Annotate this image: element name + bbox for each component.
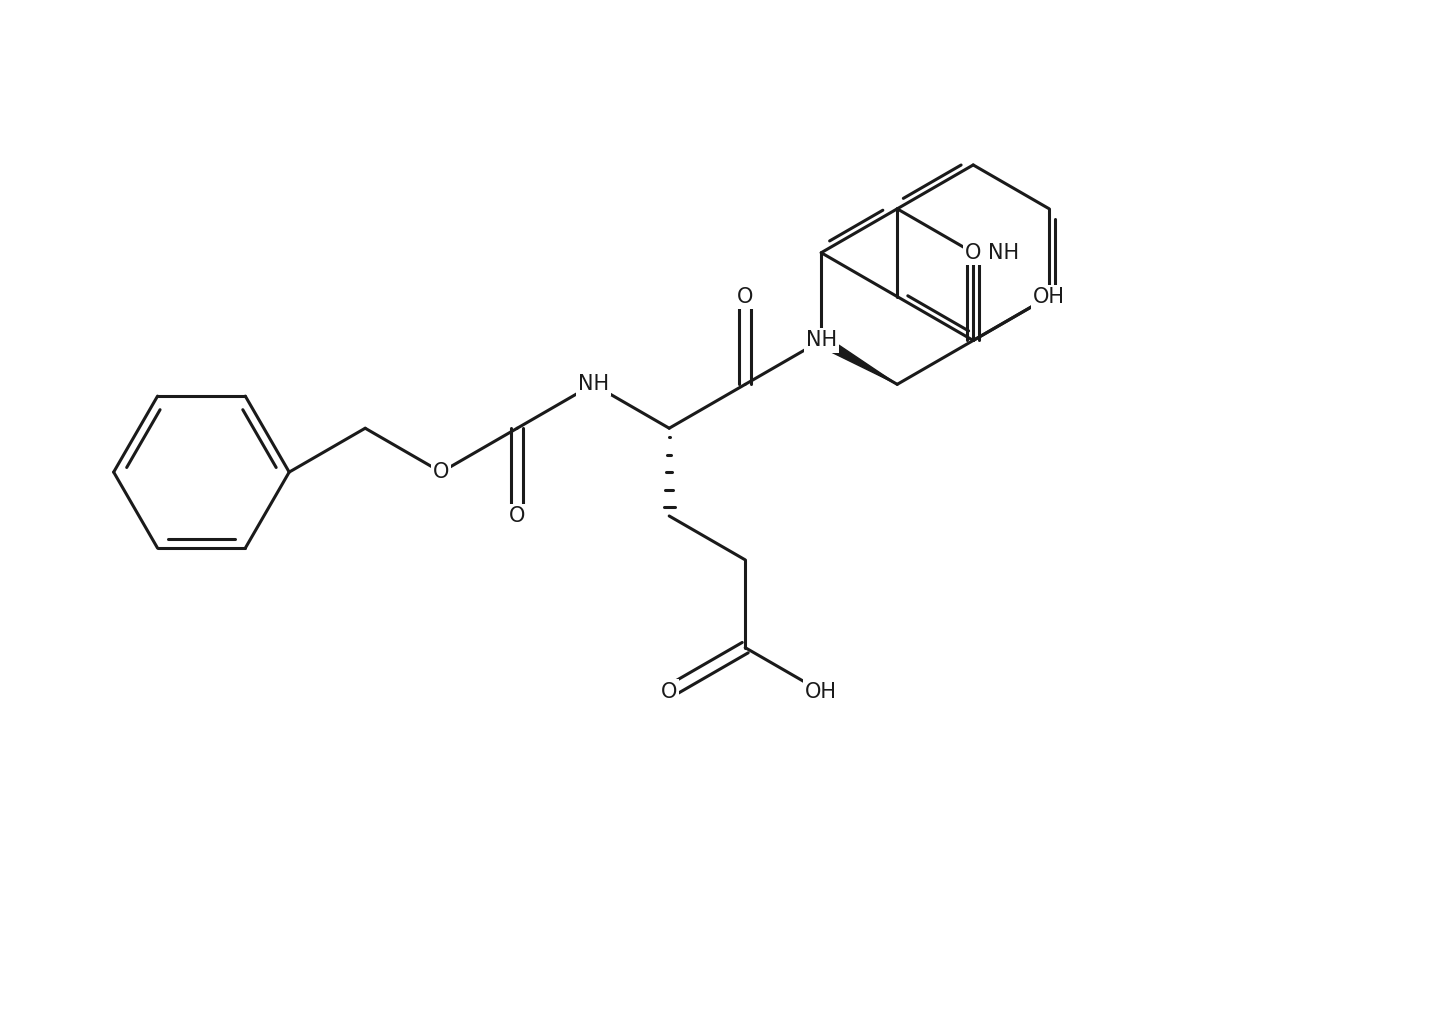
Text: OH: OH — [1034, 286, 1066, 307]
Text: O: O — [661, 682, 678, 701]
Text: OH: OH — [806, 682, 838, 701]
Text: NH: NH — [989, 242, 1019, 263]
Text: NH: NH — [578, 374, 608, 394]
Text: O: O — [433, 462, 449, 482]
Text: NH: NH — [806, 330, 836, 351]
Text: O: O — [966, 242, 982, 263]
Polygon shape — [819, 335, 897, 384]
Text: O: O — [510, 506, 526, 526]
Text: O: O — [738, 286, 754, 307]
